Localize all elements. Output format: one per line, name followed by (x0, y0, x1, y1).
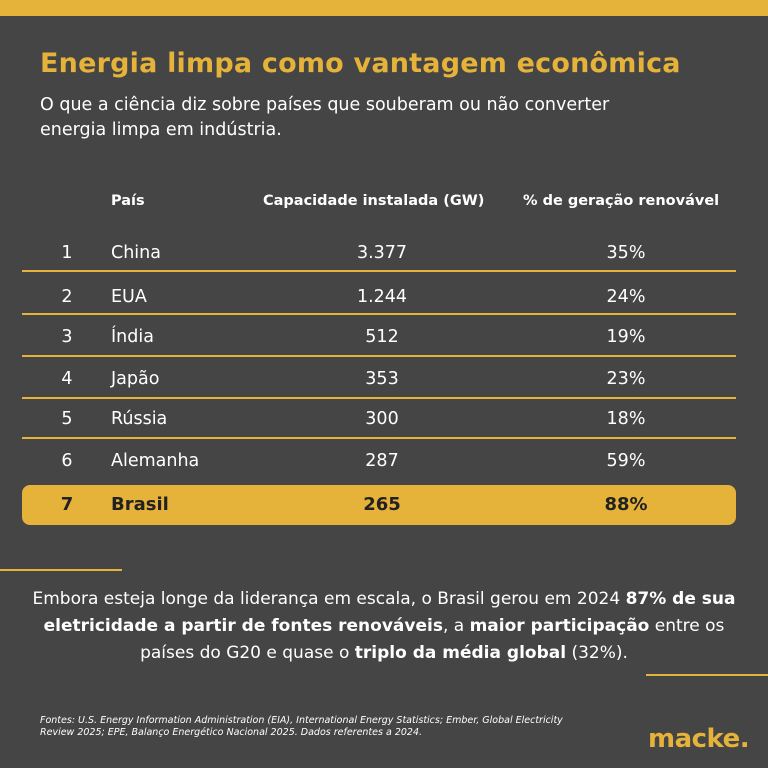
rank-cell: 1 (61, 243, 73, 263)
column-header-renewable: % de geração renovável (523, 193, 720, 209)
column-header-country: País (111, 193, 145, 209)
sources-note: Fontes: U.S. Energy Information Administ… (40, 715, 563, 738)
row-divider (22, 270, 736, 272)
capacity-cell: 353 (365, 369, 399, 389)
summary-text: , a (442, 616, 470, 636)
table-row: 1 China 3.377 35% (22, 243, 736, 267)
summary-bold-text: maior participação (469, 616, 650, 636)
row-divider (22, 355, 736, 357)
capacity-cell: 1.244 (356, 287, 408, 307)
page-title: Energia limpa como vantagem econômica (40, 48, 681, 79)
table-header: País Capacidade instalada (GW) % de gera… (0, 193, 768, 215)
rank-cell: 4 (61, 369, 73, 389)
country-cell: Índia (111, 327, 154, 347)
capacity-cell: 3.377 (356, 243, 408, 263)
capacity-cell: 265 (363, 494, 401, 515)
rank-cell: 7 (60, 494, 74, 515)
top-accent-bar (0, 0, 768, 16)
table-row: 5 Rússia 300 18% (22, 409, 736, 433)
renewable-cell: 18% (606, 409, 646, 429)
rank-cell: 2 (61, 287, 73, 307)
renewable-cell: 19% (606, 327, 646, 347)
country-cell: Alemanha (111, 451, 200, 471)
capacity-cell: 300 (365, 409, 399, 429)
summary-bold-text: 87% de sua eletricidade a partir de font… (43, 589, 736, 636)
summary-text: entre os países do G20 e quase o (140, 616, 725, 663)
summary-paragraph: Embora esteja longe da liderança em esca… (24, 586, 744, 667)
table-row: 4 Japão 353 23% (22, 369, 736, 393)
renewable-cell: 88% (604, 494, 648, 515)
capacity-cell: 287 (365, 451, 399, 471)
summary-text: (32%). (566, 643, 628, 663)
table-row: 2 EUA 1.244 24% (22, 287, 736, 311)
column-header-capacity: Capacidade instalada (GW) (263, 193, 485, 209)
renewable-cell: 23% (606, 369, 646, 389)
table-row: 6 Alemanha 287 59% (22, 451, 736, 475)
capacity-cell: 512 (365, 327, 399, 347)
country-cell: Japão (111, 369, 160, 389)
renewable-cell: 35% (606, 243, 646, 263)
page-subtitle: O que a ciência diz sobre países que sou… (40, 95, 610, 140)
row-divider (22, 313, 736, 315)
rank-cell: 3 (61, 327, 73, 347)
accent-line-right (646, 674, 768, 676)
summary-text: Embora esteja longe da liderança em esca… (32, 589, 626, 609)
summary-bold-text: triplo da média global (354, 643, 567, 663)
table-row: 3 Índia 512 19% (22, 327, 736, 351)
rank-cell: 5 (61, 409, 73, 429)
accent-line-left (0, 569, 122, 571)
country-cell: China (111, 243, 161, 263)
row-divider (22, 397, 736, 399)
renewable-cell: 59% (606, 451, 646, 471)
table-row-highlighted: 7 Brasil 265 88% (22, 485, 736, 525)
rank-cell: 6 (61, 451, 73, 471)
row-divider (22, 437, 736, 439)
brand-logo: macke. (648, 724, 750, 754)
country-cell: Rússia (111, 409, 168, 429)
country-cell: EUA (111, 287, 147, 307)
country-cell: Brasil (111, 494, 169, 515)
renewable-cell: 24% (606, 287, 646, 307)
